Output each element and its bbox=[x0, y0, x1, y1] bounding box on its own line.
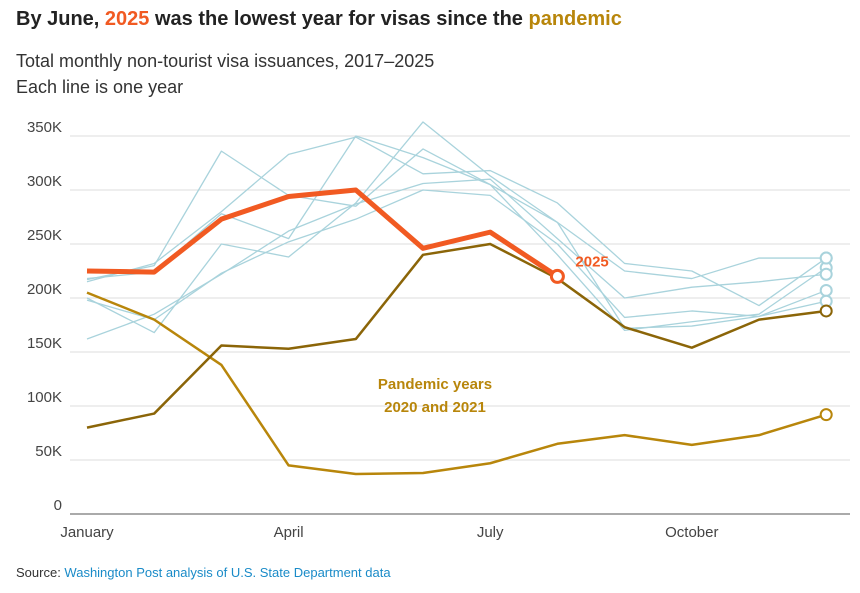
series-line bbox=[86, 148, 827, 332]
title-part: 2025 bbox=[105, 8, 150, 30]
y-tick-label: 50K bbox=[35, 443, 62, 460]
series-line bbox=[86, 136, 827, 307]
source-label: Source: bbox=[16, 565, 64, 580]
series-line bbox=[86, 187, 559, 279]
x-tick-label: October bbox=[665, 524, 718, 541]
x-tick-label: April bbox=[274, 524, 304, 541]
series-line bbox=[86, 242, 827, 429]
series-line bbox=[86, 189, 827, 321]
y-tick-label: 250K bbox=[27, 227, 62, 244]
end-marker bbox=[819, 251, 833, 265]
subtitle: Each line is one year bbox=[16, 77, 183, 97]
end-marker bbox=[819, 267, 833, 281]
title-part: By June, bbox=[16, 8, 105, 30]
y-tick-label: 150K bbox=[27, 335, 62, 352]
series-line bbox=[86, 121, 827, 334]
end-marker bbox=[819, 283, 833, 297]
source-link[interactable]: Washington Post analysis of U.S. State D… bbox=[64, 565, 391, 580]
end-marker bbox=[549, 268, 565, 284]
source: Source: Washington Post analysis of U.S.… bbox=[16, 565, 391, 580]
end-marker bbox=[819, 408, 833, 422]
title-part: pandemic bbox=[528, 8, 621, 30]
annotation: 2020 and 2021 bbox=[384, 399, 486, 416]
x-tick-label: January bbox=[60, 524, 114, 541]
y-tick-label: 0 bbox=[54, 497, 62, 514]
subtitle: Total monthly non-tourist visa issuances… bbox=[16, 51, 434, 71]
end-marker bbox=[819, 304, 833, 318]
y-tick-label: 200K bbox=[27, 281, 62, 298]
x-tick-label: July bbox=[477, 524, 504, 541]
y-tick-label: 300K bbox=[27, 173, 62, 190]
annotation: Pandemic years bbox=[378, 376, 492, 393]
series-line bbox=[86, 135, 827, 329]
y-tick-label: 100K bbox=[27, 389, 62, 406]
y-tick-label: 350K bbox=[27, 119, 62, 136]
title-part: was the lowest year for visas since the bbox=[149, 8, 528, 30]
chart-title: By June, 2025 was the lowest year for vi… bbox=[16, 8, 622, 30]
series-line bbox=[86, 178, 827, 340]
series-label: 2025 bbox=[575, 253, 608, 270]
